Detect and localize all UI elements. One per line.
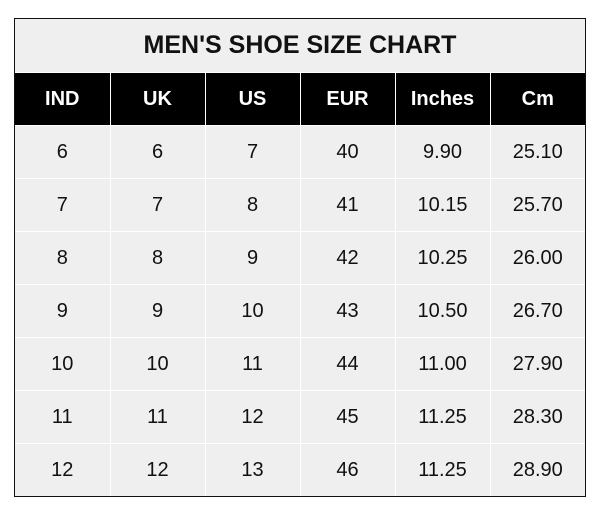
- table-row: 7 7 8 41 10.15 25.70: [15, 178, 585, 232]
- cell-eur: 42: [299, 231, 395, 285]
- column-header-us: US: [204, 73, 300, 126]
- size-table: IND UK US EUR Inches Cm 6 6 7 40 9.90 25.10 7 7 8 41 10…: [15, 73, 585, 496]
- cell-ind: 11: [15, 390, 110, 444]
- cell-uk: 10: [109, 337, 205, 391]
- cell-inches: 11.25: [394, 443, 490, 496]
- table-row: 10 10 11 44 11.00 27.90: [15, 337, 585, 391]
- cell-ind: 10: [15, 337, 110, 391]
- cell-inches: 10.25: [394, 231, 490, 285]
- cell-cm: 27.90: [489, 337, 585, 391]
- table-row: 11 11 12 45 11.25 28.30: [15, 390, 585, 444]
- cell-eur: 43: [299, 284, 395, 338]
- cell-uk: 6: [109, 125, 205, 179]
- cell-uk: 8: [109, 231, 205, 285]
- cell-cm: 28.90: [489, 443, 585, 496]
- cell-inches: 9.90: [394, 125, 490, 179]
- cell-uk: 12: [109, 443, 205, 496]
- cell-inches: 10.15: [394, 178, 490, 232]
- cell-ind: 8: [15, 231, 110, 285]
- cell-us: 7: [204, 125, 300, 179]
- cell-eur: 40: [299, 125, 395, 179]
- column-header-uk: UK: [109, 73, 205, 126]
- cell-eur: 41: [299, 178, 395, 232]
- cell-uk: 11: [109, 390, 205, 444]
- chart-title: MEN'S SHOE SIZE CHART: [15, 19, 585, 73]
- table-row: 9 9 10 43 10.50 26.70: [15, 284, 585, 338]
- cell-ind: 9: [15, 284, 110, 338]
- table-body: 6 6 7 40 9.90 25.10 7 7 8 41 10.15 25.70 8 8 9 42 10.25 2…: [15, 125, 585, 496]
- cell-ind: 6: [15, 125, 110, 179]
- cell-us: 12: [204, 390, 300, 444]
- table-row: 6 6 7 40 9.90 25.10: [15, 125, 585, 179]
- header-row: IND UK US EUR Inches Cm: [15, 73, 585, 126]
- cell-ind: 7: [15, 178, 110, 232]
- cell-cm: 26.70: [489, 284, 585, 338]
- cell-uk: 7: [109, 178, 205, 232]
- cell-cm: 26.00: [489, 231, 585, 285]
- cell-cm: 25.10: [489, 125, 585, 179]
- column-header-ind: IND: [15, 73, 110, 126]
- shoe-size-chart: MEN'S SHOE SIZE CHART IND UK US EUR Inches Cm…: [14, 18, 586, 497]
- column-header-inches: Inches: [394, 73, 490, 126]
- cell-us: 11: [204, 337, 300, 391]
- cell-inches: 10.50: [394, 284, 490, 338]
- cell-us: 10: [204, 284, 300, 338]
- table-row: 8 8 9 42 10.25 26.00: [15, 231, 585, 285]
- cell-eur: 44: [299, 337, 395, 391]
- cell-eur: 45: [299, 390, 395, 444]
- column-header-eur: EUR: [299, 73, 395, 126]
- cell-inches: 11.25: [394, 390, 490, 444]
- cell-us: 8: [204, 178, 300, 232]
- cell-ind: 12: [15, 443, 110, 496]
- cell-us: 13: [204, 443, 300, 496]
- cell-cm: 28.30: [489, 390, 585, 444]
- cell-us: 9: [204, 231, 300, 285]
- cell-cm: 25.70: [489, 178, 585, 232]
- cell-uk: 9: [109, 284, 205, 338]
- column-header-cm: Cm: [489, 73, 585, 126]
- cell-eur: 46: [299, 443, 395, 496]
- table-row: 12 12 13 46 11.25 28.90: [15, 443, 585, 496]
- cell-inches: 11.00: [394, 337, 490, 391]
